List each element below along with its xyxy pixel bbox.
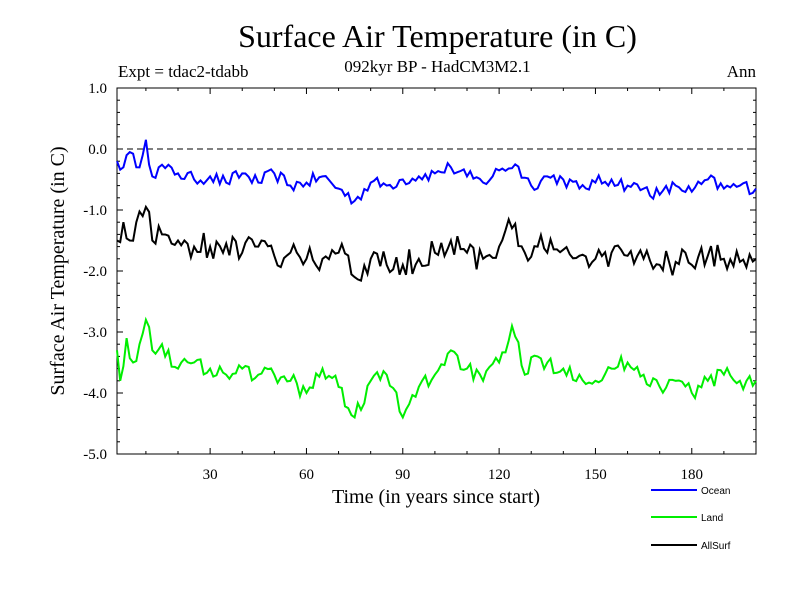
period-label: Ann [726,62,756,81]
x-tick-label: 150 [584,467,607,483]
y-tick-label: -5.0 [83,447,107,463]
legend-label-land: Land [701,513,723,524]
y-tick-label: -4.0 [83,386,107,402]
y-tick-label: 1.0 [88,81,107,97]
chart-title: Surface Air Temperature (in C) [238,18,637,54]
x-tick-label: 90 [395,467,410,483]
x-tick-label: 120 [488,467,511,483]
x-axis: 30 60 90 120 150 180 [145,88,725,483]
y-tick-label: -3.0 [83,325,107,341]
series-line-allsurf [116,204,757,282]
series-line-ocean [116,139,757,206]
series-line-land [116,316,757,420]
experiment-label: Expt = tdac2-tdabb [118,62,249,81]
x-tick-label: 60 [299,467,314,483]
y-tick-label: -2.0 [83,264,107,280]
chart-subtitle: 092kyr BP - HadCM3M2.1 [344,57,531,76]
y-axis-label: Surface Air Temperature (in C) [47,146,69,395]
y-tick-label: 0.0 [88,142,107,158]
x-tick-label: 30 [203,467,218,483]
x-axis-label: Time (in years since start) [332,486,540,508]
legend-label-allsurf: AllSurf [701,541,731,552]
y-axis: 1.0 0.0 -1.0 -2.0 -3.0 -4.0 -5.0 [83,81,756,463]
legend: Ocean Land AllSurf [651,486,731,552]
plot-frame [116,87,757,455]
legend-label-ocean: Ocean [701,486,730,497]
x-tick-label: 180 [681,467,704,483]
y-tick-label: -1.0 [83,203,107,219]
series-layer [116,139,757,420]
